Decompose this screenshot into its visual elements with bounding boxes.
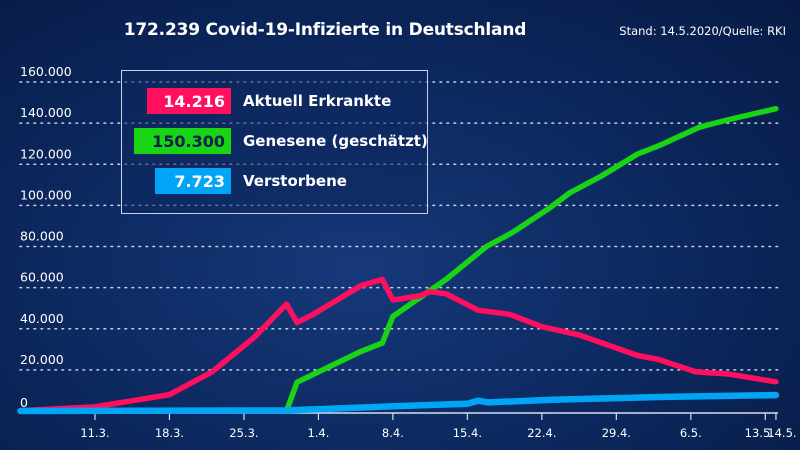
legend-value-badge: 7.723 xyxy=(155,168,231,194)
legend-item-verstorbene: 7.723 Verstorbene xyxy=(155,168,347,194)
x-tick-label: 13.5. xyxy=(745,426,774,440)
series-line-genesene xyxy=(283,105,779,414)
x-tick-label: 6.5. xyxy=(680,426,702,440)
y-tick-label: 20.000 xyxy=(20,352,64,367)
series-line-aktuell xyxy=(17,276,779,414)
x-axis-labels: 11.3. 18.3. 25.3. 1.4. 8.4. 15.4. 22.4. 29.4. 6.… xyxy=(80,426,796,440)
legend-label: Verstorbene xyxy=(243,172,347,190)
y-tick-label: 0 xyxy=(20,395,28,410)
series-line-verstorbene xyxy=(17,391,780,415)
x-tick-label: 11.3. xyxy=(80,426,109,440)
legend-value-badge: 14.216 xyxy=(147,88,231,114)
x-tick-label: 25.3. xyxy=(229,426,258,440)
y-axis-labels: 0 20.000 40.000 60.000 80.000 100.000 120.000 1… xyxy=(20,64,72,410)
y-tick-label: 80.000 xyxy=(20,229,64,244)
y-tick-label: 40.000 xyxy=(20,311,64,326)
legend-item-aktuell-erkrankte: 14.216 Aktuell Erkrankte xyxy=(147,88,391,114)
legend-box: 14.216 Aktuell Erkrankte 150.300 Genesen… xyxy=(121,70,428,214)
legend-label: Aktuell Erkrankte xyxy=(243,92,392,110)
x-tick-label: 1.4. xyxy=(307,426,329,440)
y-tick-label: 160.000 xyxy=(20,64,72,79)
chart-title: 172.239 Covid-19-Infizierte in Deutschla… xyxy=(123,20,527,40)
x-tick-label: 8.4. xyxy=(382,426,404,440)
x-tick-label: 18.3. xyxy=(155,426,184,440)
y-tick-label: 140.000 xyxy=(20,105,72,120)
legend-label: Genesene (geschätzt) xyxy=(243,132,428,150)
x-tick-label: 14.5. xyxy=(767,426,796,440)
series-lines xyxy=(17,105,780,415)
x-tick-label: 29.4. xyxy=(602,426,631,440)
x-tick-label: 15.4. xyxy=(453,426,482,440)
source-note: Stand: 14.5.2020/Quelle: RKI xyxy=(619,24,786,38)
legend-value-badge: 150.300 xyxy=(134,128,231,154)
y-tick-label: 100.000 xyxy=(20,187,72,202)
y-tick-label: 120.000 xyxy=(20,146,72,161)
x-axis xyxy=(20,412,778,420)
y-tick-label: 60.000 xyxy=(20,270,64,285)
x-tick-label: 22.4. xyxy=(527,426,556,440)
legend-item-genesene: 150.300 Genesene (geschätzt) xyxy=(134,128,428,154)
